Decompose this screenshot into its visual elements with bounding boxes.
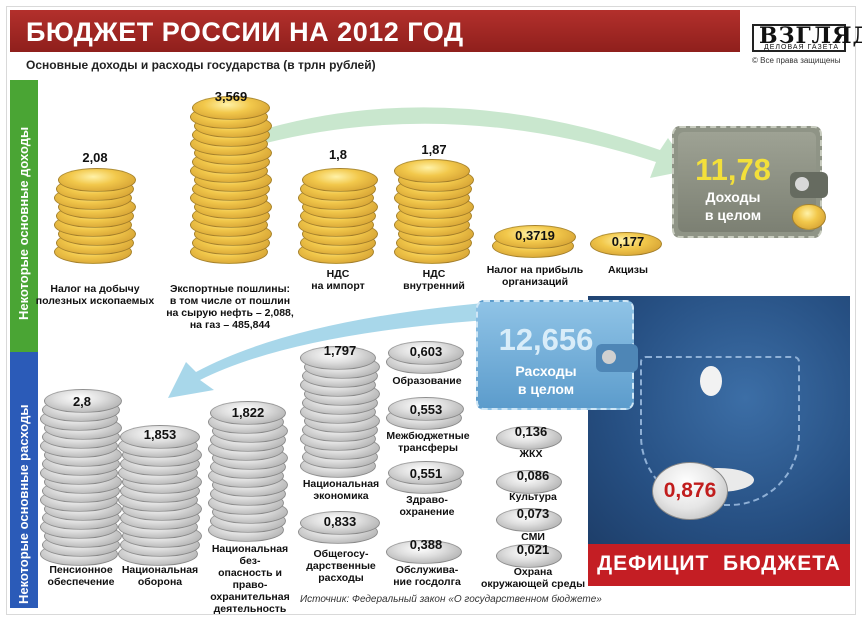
expense-label-security: Национальная без- опасность и право- охр… xyxy=(210,543,290,615)
income-value-vat-domestic: 1,87 xyxy=(421,142,447,157)
expense-label-general: Общегосу- дарственные расходы xyxy=(306,548,376,584)
title-bar xyxy=(10,10,740,52)
income-label-vat-import: НДС на импорт xyxy=(311,268,365,292)
coin xyxy=(496,470,562,494)
deficit-coin-icon xyxy=(652,462,728,520)
expense-label-healthcare: Здраво- охранение xyxy=(399,494,455,518)
coin xyxy=(300,511,380,535)
coin xyxy=(496,508,562,532)
expense-value-healthcare: 0,551 xyxy=(409,466,443,481)
expense-wallet-button xyxy=(602,350,616,364)
coin xyxy=(192,96,270,120)
income-total-value: 11,78 xyxy=(695,152,771,187)
expense-side-band xyxy=(10,352,38,608)
expense-value-culture: 0,086 xyxy=(516,468,550,483)
jeans-hole-top xyxy=(700,366,722,396)
logo-frame xyxy=(752,24,846,52)
logo: ВЗГЛЯД xyxy=(759,23,862,49)
expense-value-pensions: 2,8 xyxy=(72,394,92,409)
coin xyxy=(394,159,470,183)
wallet-coin-icon xyxy=(792,204,826,230)
source-note: Источник: Федеральный закон «О государст… xyxy=(300,594,602,605)
income-wallet-button xyxy=(795,177,809,191)
expense-label-media: СМИ xyxy=(521,531,545,543)
income-label-excise: Акцизы xyxy=(608,264,648,276)
expense-value-economy: 1,797 xyxy=(323,343,357,358)
page-title: БЮДЖЕТ РОССИИ НА 2012 ГОД xyxy=(26,17,464,47)
income-value-vat-import: 1,8 xyxy=(328,147,348,162)
coin xyxy=(300,346,376,370)
expense-value-security: 1,822 xyxy=(231,405,265,420)
income-label-export-duties: Экспортные пошлины: в том числе от пошли… xyxy=(166,283,294,331)
income-value-mining-tax: 2,08 xyxy=(82,150,108,165)
coin xyxy=(496,544,562,568)
expense-label-housing: ЖКХ xyxy=(519,448,543,460)
coin xyxy=(496,426,562,450)
coin xyxy=(386,540,462,564)
expense-label-pensions: Пенсионное обеспечение xyxy=(47,564,115,588)
coin xyxy=(210,401,286,425)
coin xyxy=(120,425,200,449)
expense-value-environment: 0,021 xyxy=(516,542,550,557)
deficit-value: 0,876 xyxy=(663,479,717,502)
coin xyxy=(388,461,464,485)
expense-label-economy: Национальная экономика xyxy=(302,478,380,502)
expense-value-general: 0,833 xyxy=(323,514,357,529)
frame xyxy=(6,6,856,615)
coin xyxy=(494,225,576,249)
logo-tagline: ДЕЛОВАЯ ГАЗЕТА xyxy=(764,44,840,51)
expense-total-label: Расходы в целом xyxy=(515,363,577,397)
expense-label-transfers: Межбюджетные трансферы xyxy=(386,430,470,454)
expense-value-housing: 0,136 xyxy=(514,424,548,439)
coin xyxy=(44,389,122,413)
income-label-mining-tax: Налог на добычу полезных ископаемых xyxy=(35,283,155,307)
income-value-excise: 0,177 xyxy=(611,234,645,249)
income-label-profit-tax: Налог на прибыль организаций xyxy=(486,264,584,288)
coin xyxy=(58,168,136,192)
deficit-banner xyxy=(588,544,850,586)
expense-value-media: 0,073 xyxy=(516,506,550,521)
coin xyxy=(388,341,464,365)
expense-value-defense: 1,853 xyxy=(143,427,177,442)
income-value-profit-tax: 0,3719 xyxy=(515,228,555,243)
page-subtitle: Основные доходы и расходы государства (в… xyxy=(26,58,376,72)
expense-total-value: 12,656 xyxy=(498,322,594,357)
expense-value-transfers: 0,553 xyxy=(409,402,443,417)
expense-label-debt-service: Обслужива- ние госдолга xyxy=(393,564,461,588)
expense-value-debt-service: 0,388 xyxy=(409,537,443,552)
income-value-export-duties: 3,569 xyxy=(214,89,248,104)
expense-label-defense: Национальная оборона xyxy=(121,564,199,588)
income-label-vat-domestic: НДС внутренний xyxy=(403,268,465,292)
copyright: © Все права защищены xyxy=(752,56,841,65)
expense-label-environment: Охрана окружающей среды xyxy=(480,566,586,590)
coin xyxy=(590,232,662,256)
expense-label-culture: Культура xyxy=(509,491,557,503)
expense-value-education: 0,603 xyxy=(409,344,443,359)
coin xyxy=(302,168,378,192)
income-side-band xyxy=(10,80,38,352)
coin xyxy=(388,397,464,421)
income-total-label: Доходы в целом xyxy=(704,189,762,223)
expense-label-education: Образование xyxy=(392,375,462,387)
deficit-label: ДЕФИЦИТ БЮДЖЕТА xyxy=(597,552,841,575)
